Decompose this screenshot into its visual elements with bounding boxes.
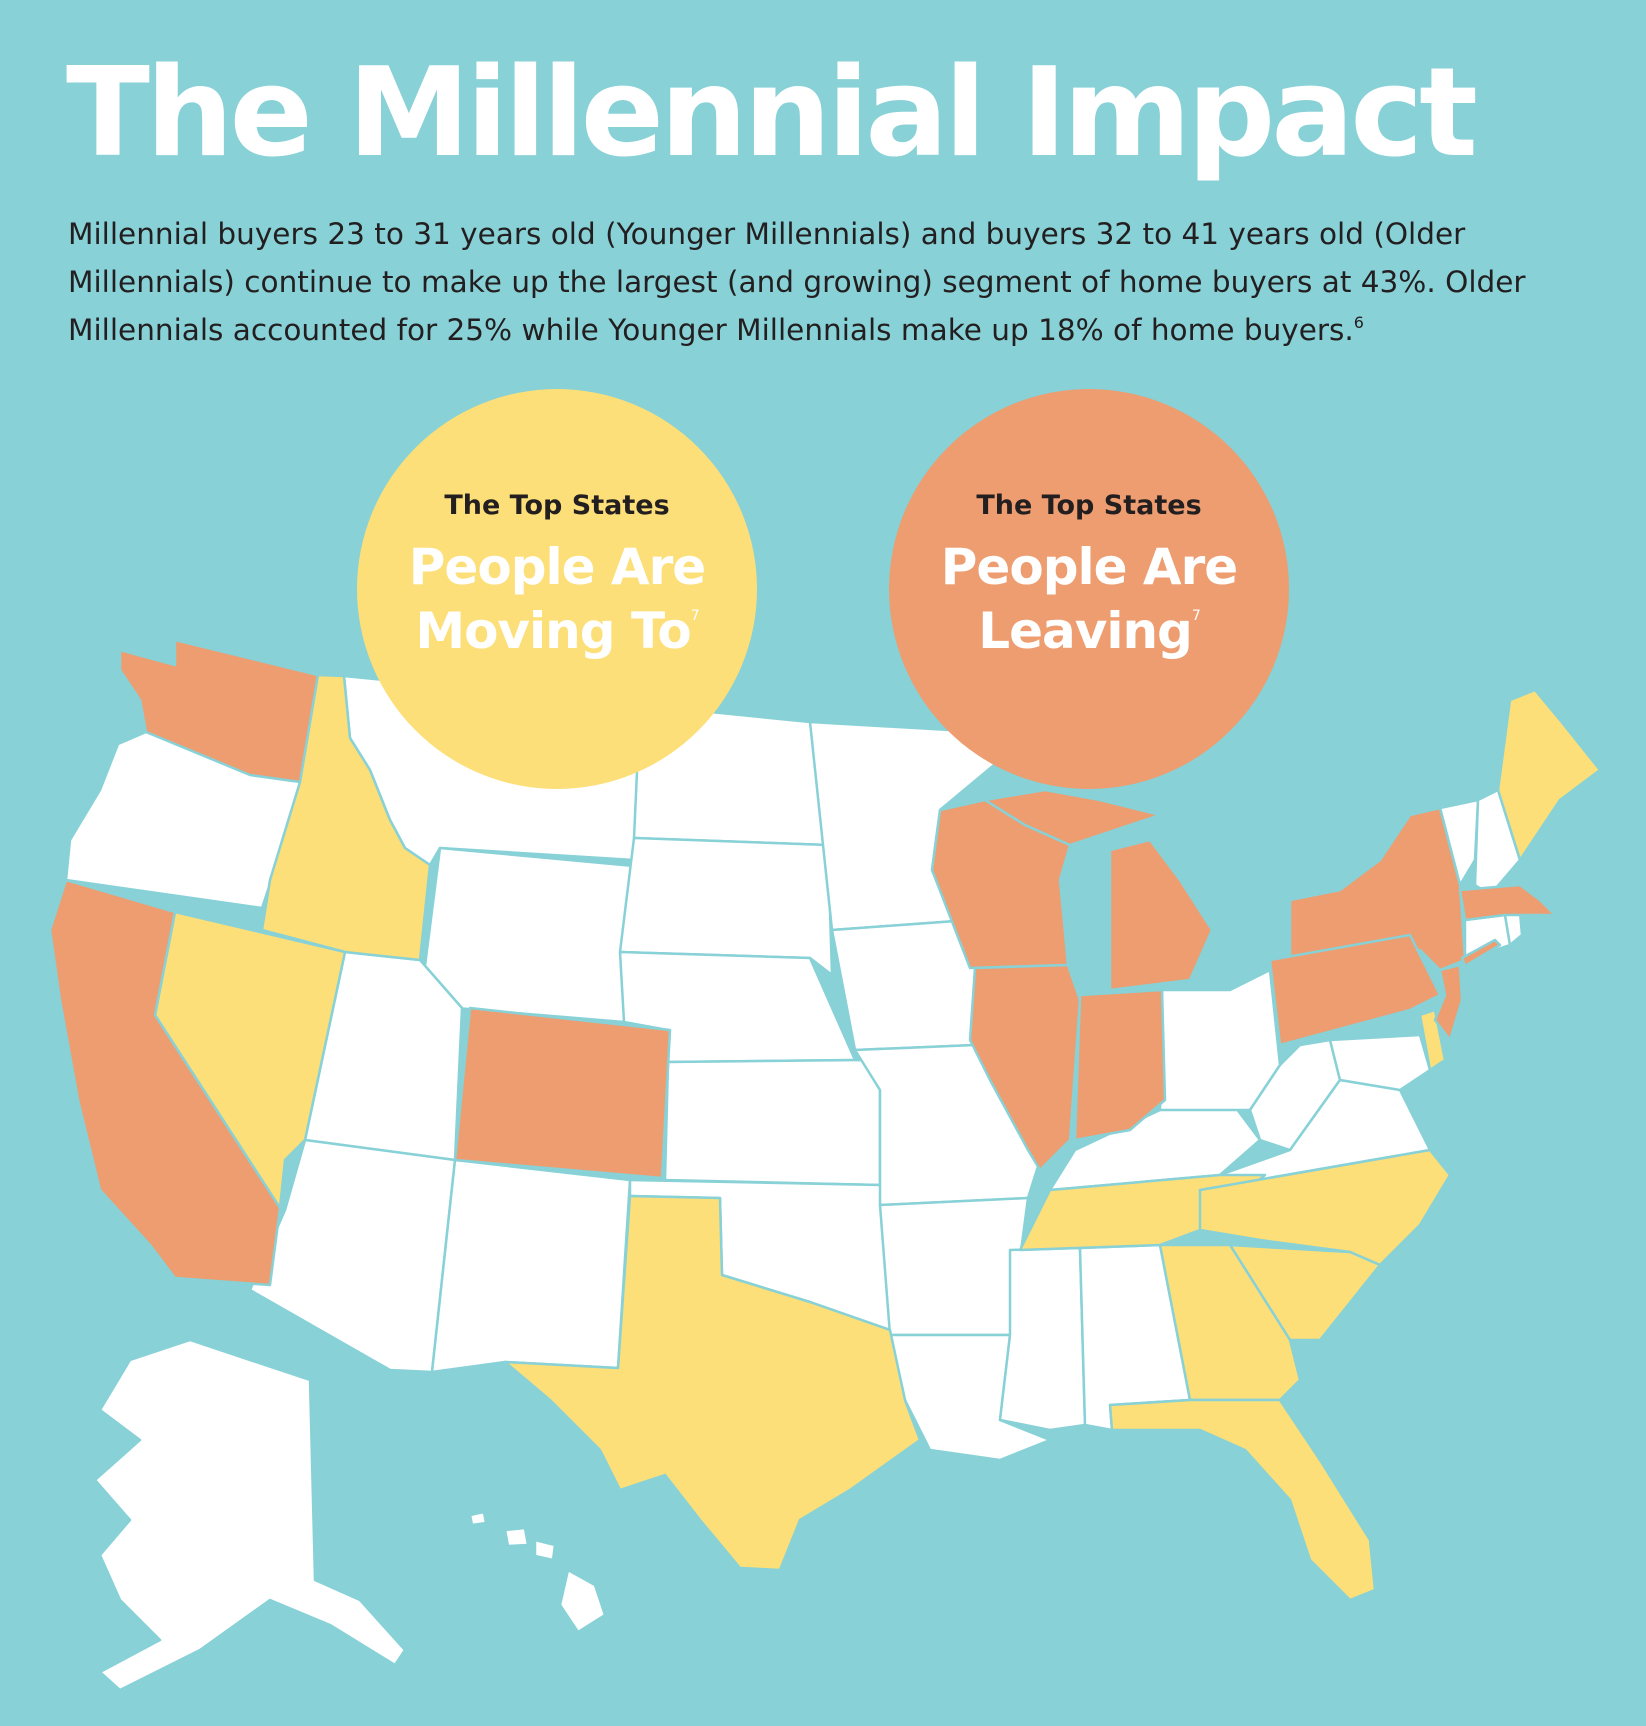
state-alaska <box>93 1338 407 1692</box>
state-long-island <box>1460 938 1502 968</box>
legend-moving-kicker: The Top States <box>444 490 670 521</box>
legend-leaving-footnote: 7 <box>1191 608 1201 624</box>
legend-moving-to: The Top States People Are Moving To7 <box>357 389 757 789</box>
state-massachusetts <box>1458 883 1557 922</box>
state-arkansas <box>878 1196 1030 1337</box>
state-indiana <box>1073 988 1167 1142</box>
legend-leaving-headline: People Are Leaving7 <box>889 535 1289 663</box>
state-illinois <box>968 963 1082 1172</box>
state-ohio <box>1158 968 1282 1112</box>
state-hawaii-islands <box>468 1510 557 1562</box>
legend-moving-line1: People Are <box>408 538 706 596</box>
state-hawaii <box>558 1568 607 1634</box>
legend-leaving-line1: People Are <box>940 538 1238 596</box>
state-michigan-upper <box>983 788 1162 847</box>
intro-text: Millennial buyers 23 to 31 years old (Yo… <box>68 217 1526 347</box>
state-texas <box>503 1194 922 1572</box>
legend-moving-footnote: 7 <box>690 608 700 624</box>
legend-leaving-kicker: The Top States <box>976 490 1202 521</box>
state-pennsylvania <box>1268 933 1442 1047</box>
legend-leaving-line2: Leaving <box>978 602 1193 660</box>
state-colorado <box>453 1006 672 1180</box>
state-south-dakota <box>618 836 834 977</box>
state-new-hampshire <box>1473 788 1522 897</box>
page-title: The Millennial Impact <box>66 42 1478 185</box>
state-florida <box>1108 1398 1377 1602</box>
state-kansas <box>663 1058 882 1187</box>
intro-footnote: 6 <box>1353 313 1364 332</box>
state-new-mexico <box>430 1158 632 1374</box>
state-maryland <box>1328 1033 1432 1092</box>
state-delaware <box>1418 1008 1447 1072</box>
legend-moving-headline: People Are Moving To7 <box>357 535 757 663</box>
legend-leaving: The Top States People Are Leaving7 <box>889 389 1289 789</box>
intro-paragraph: Millennial buyers 23 to 31 years old (Yo… <box>68 210 1588 354</box>
state-maine <box>1496 688 1602 862</box>
state-michigan <box>1108 838 1214 992</box>
state-california <box>48 878 282 1287</box>
state-mississippi <box>998 1246 1087 1432</box>
legend-moving-line2: Moving To <box>415 602 691 660</box>
state-new-jersey <box>1433 963 1464 1042</box>
state-washington <box>118 638 320 784</box>
